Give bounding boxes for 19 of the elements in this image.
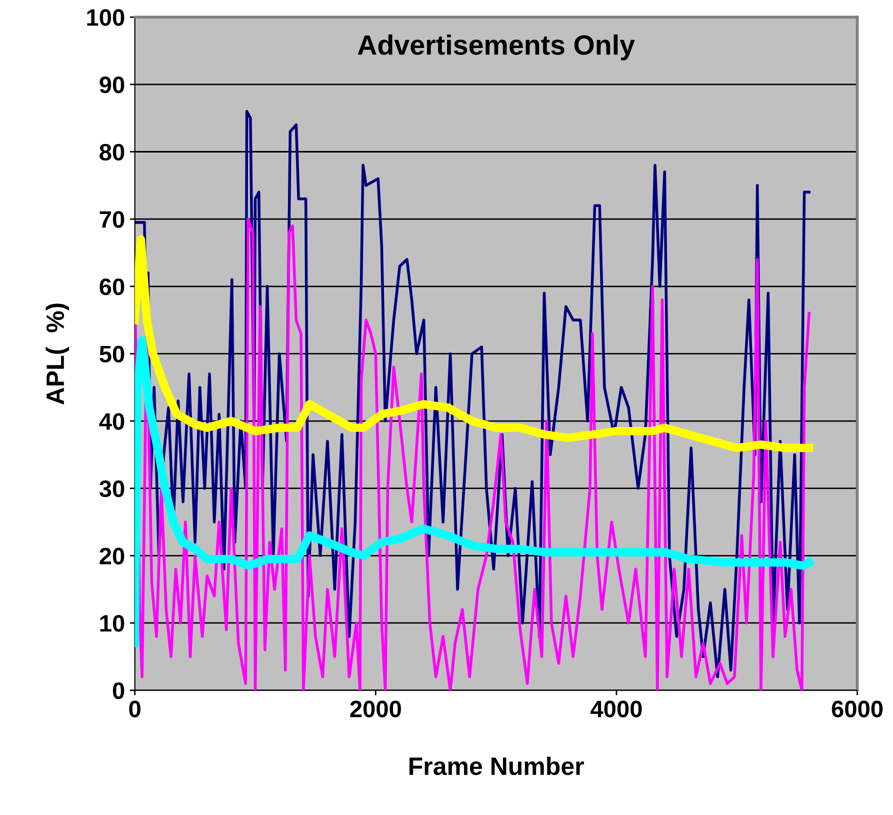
line-series — [134, 218, 811, 690]
y-tick-label: 0 — [112, 682, 124, 700]
y-tick-label: 100 — [87, 9, 124, 26]
y-tick-label: 30 — [99, 480, 124, 498]
y-axis-title: APL( %) — [46, 304, 70, 404]
y-tick-label: 40 — [99, 413, 124, 430]
y-tick-label: 70 — [100, 211, 124, 228]
y-tick-label: 60 — [100, 278, 124, 296]
x-tick-label: 2000 — [350, 700, 401, 718]
y-tick-label: 50 — [100, 346, 124, 362]
y-tick-label: 20 — [100, 548, 124, 564]
x-axis-title: Frame Number — [410, 756, 584, 776]
x-tick-label: 6000 — [832, 700, 883, 718]
x-tick-label: 0 — [129, 700, 140, 718]
y-tick-label: 90 — [100, 76, 124, 94]
x-tick-label: 4000 — [590, 700, 642, 718]
y-tick-label: 10 — [100, 615, 124, 632]
text: Advertisements Only — [358, 34, 635, 60]
y-tick-label: 80 — [100, 144, 124, 161]
